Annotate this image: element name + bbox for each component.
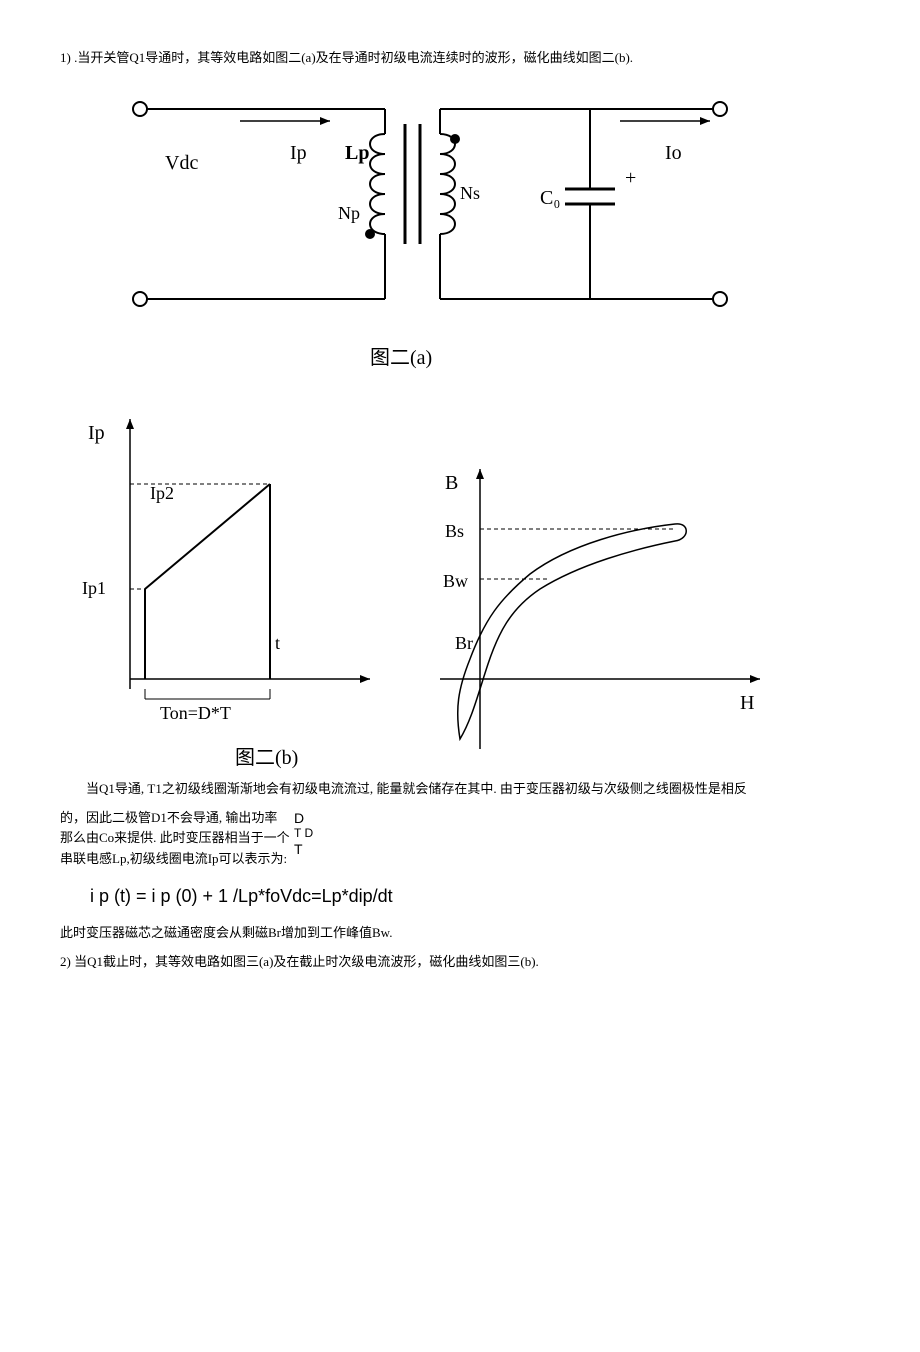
plus-label: +	[625, 167, 636, 189]
equation: i p (t) = i p (0) + 1 /Lp*foVdc=Lp*dip/d…	[90, 886, 860, 907]
vl-a: D	[294, 810, 313, 827]
fig-a-caption: 图二(a)	[370, 347, 432, 369]
bw-label: Bw	[443, 571, 468, 591]
t-label: t	[275, 633, 280, 653]
ip2-label: Ip2	[150, 483, 174, 503]
b-axis-label: B	[445, 472, 458, 494]
ip-axis-label: Ip	[88, 422, 105, 444]
intro-text: 1) .当开关管Q1导通时，其等效电路如图二(a)及在导通时初级电流连续时的波形…	[60, 48, 860, 69]
para3: 的，因此二极管D1不会导通, 输出功率那么由Co来提供. 此时变压器相当于一个串…	[60, 808, 290, 870]
figure-2b: Ip Ip2 Ip1 t Ton=D*T B Bs Bw Br H 图二(b)	[60, 389, 860, 769]
vl-b: T D	[294, 826, 313, 840]
h-axis-label: H	[740, 692, 754, 714]
ns-label: Ns	[460, 183, 480, 203]
waveform-hysteresis: Ip Ip2 Ip1 t Ton=D*T B Bs Bw Br H 图二(b)	[60, 389, 780, 769]
vertical-letters: D T D T	[294, 810, 313, 858]
figure-2a: Vdc Ip Lp Np Ns C₀ Io + 图二(a)	[60, 79, 860, 379]
para3-row: 的，因此二极管D1不会导通, 输出功率那么由Co来提供. 此时变压器相当于一个串…	[60, 808, 860, 870]
vl-c: T	[294, 841, 313, 858]
io-label: Io	[665, 142, 682, 164]
vdc-label: Vdc	[165, 152, 198, 174]
lp-label: Lp	[345, 142, 369, 164]
ton-label: Ton=D*T	[160, 703, 231, 723]
fig-b-caption: 图二(b)	[235, 747, 298, 769]
para5: 2) 当Q1截止时，其等效电路如图三(a)及在截止时次级电流波形，磁化曲线如图三…	[60, 952, 860, 973]
circuit-diagram: Vdc Ip Lp Np Ns C₀ Io + 图二(a)	[60, 79, 760, 379]
br-label: Br	[455, 633, 473, 653]
bs-label: Bs	[445, 521, 464, 541]
np-label: Np	[338, 203, 360, 223]
c0-label: C₀	[540, 187, 560, 209]
para2: 当Q1导通, T1之初级线圈渐渐地会有初级电流流过, 能量就会储存在其中. 由于…	[60, 779, 860, 800]
ip-label: Ip	[290, 142, 307, 164]
para4: 此时变压器磁芯之磁通密度会从剩磁Br增加到工作峰值Bw.	[60, 923, 860, 944]
ip1-label: Ip1	[82, 578, 106, 598]
